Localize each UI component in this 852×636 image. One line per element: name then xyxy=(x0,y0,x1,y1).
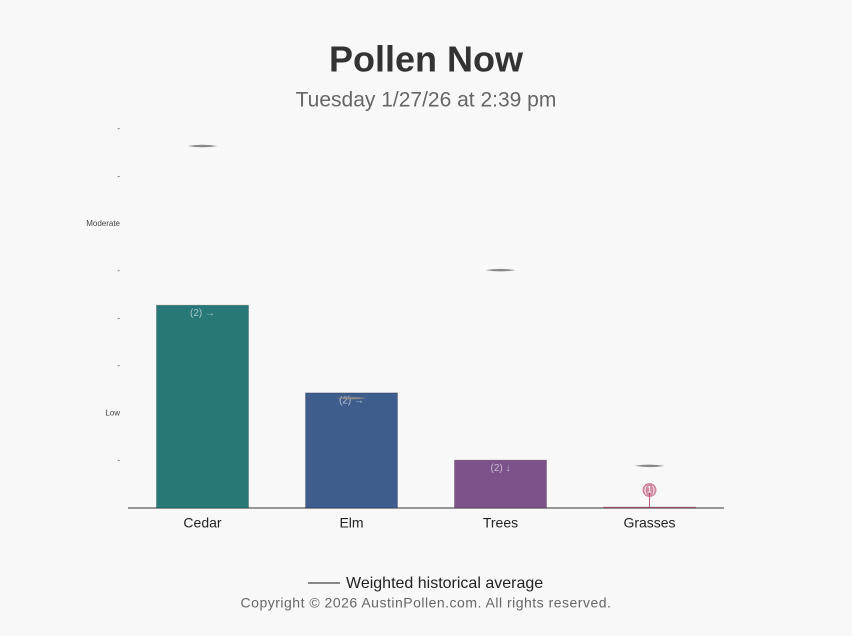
y-tick-label: - xyxy=(117,266,120,275)
x-tick-label: Grasses xyxy=(623,515,675,531)
x-tick-label: Elm xyxy=(339,515,363,531)
y-tick-label: Moderate xyxy=(86,219,120,228)
annotation-marker xyxy=(642,483,657,498)
y-tick-label: - xyxy=(117,124,120,133)
chart-title: Pollen Now xyxy=(329,39,524,80)
bar-annotation: (1) xyxy=(644,484,655,494)
historical-average xyxy=(336,396,367,400)
bar-annotation: (2) → xyxy=(339,396,364,407)
legend-label: Weighted historical average xyxy=(346,575,543,592)
y-tick-label: - xyxy=(117,456,120,465)
bar xyxy=(454,459,547,509)
historical-average xyxy=(187,144,218,148)
historical-average xyxy=(485,268,516,272)
x-tick-label: Cedar xyxy=(183,515,221,531)
y-tick-label: - xyxy=(117,361,120,370)
historical-average xyxy=(634,464,665,468)
chart-subtitle: Tuesday 1/27/26 at 2:39 pm xyxy=(296,89,557,112)
bar xyxy=(603,506,696,509)
bar xyxy=(305,392,398,509)
bar-annotation: (2) → xyxy=(190,308,215,319)
footer: Copyright © 2026 AustinPollen.com. All r… xyxy=(241,595,612,611)
y-tick-label: Low xyxy=(105,408,120,417)
x-tick-label: Trees xyxy=(483,515,518,531)
y-tick-label: - xyxy=(117,171,120,180)
bar xyxy=(156,304,249,509)
y-tick-label: - xyxy=(117,314,120,323)
bar-annotation: (2) ↓ xyxy=(491,463,511,474)
